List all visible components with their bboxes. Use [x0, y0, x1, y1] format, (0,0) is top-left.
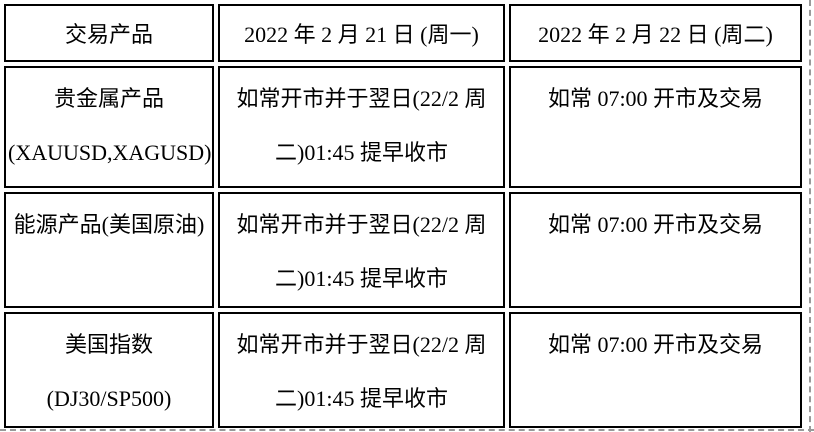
- table-row-energy: 能源产品(美国原油) 如常开市并于翌日(22/2 周 二)01:45 提早收市 …: [4, 192, 802, 308]
- header-cell-tuesday: 2022 年 2 月 22 日 (周二): [509, 4, 802, 62]
- cell-line: 美国指数: [64, 332, 153, 357]
- cell-monday-precious-metals: 如常开市并于翌日(22/2 周 二)01:45 提早收市: [218, 66, 505, 188]
- cell-tuesday-us-indices: 如常 07:00 开市及交易: [509, 312, 802, 428]
- text-boundary-right-dashed-line: [809, 0, 811, 432]
- header-cell-product: 交易产品: [4, 4, 214, 62]
- cell-line: 如常开市并于翌日(22/2 周: [236, 86, 487, 111]
- cell-line: 如常 07:00 开市及交易: [547, 86, 764, 111]
- cell-product-precious-metals: 贵金属产品 (XAUUSD,XAGUSD): [4, 66, 214, 188]
- cell-line: 二)01:45 提早收市: [275, 386, 448, 411]
- table-row-us-indices: 美国指数 (DJ30/SP500) 如常开市并于翌日(22/2 周 二)01:4…: [4, 312, 802, 428]
- cell-line: 二)01:45 提早收市: [275, 140, 448, 165]
- cell-line: 如常 07:00 开市及交易: [547, 212, 764, 237]
- cell-line: (DJ30/SP500): [46, 386, 172, 411]
- cell-tuesday-precious-metals: 如常 07:00 开市及交易: [509, 66, 802, 188]
- cell-line: 如常 07:00 开市及交易: [547, 332, 764, 357]
- cell-line: 贵金属产品: [53, 86, 164, 111]
- cell-line: 能源产品(美国原油): [13, 212, 205, 237]
- cell-tuesday-energy: 如常 07:00 开市及交易: [509, 192, 802, 308]
- header-cell-monday: 2022 年 2 月 21 日 (周一): [218, 4, 505, 62]
- cell-product-us-indices: 美国指数 (DJ30/SP500): [4, 312, 214, 428]
- table-header-row: 交易产品 2022 年 2 月 21 日 (周一) 2022 年 2 月 22 …: [4, 4, 802, 62]
- cell-line: 二)01:45 提早收市: [275, 266, 448, 291]
- cell-product-energy: 能源产品(美国原油): [4, 192, 214, 308]
- cell-monday-us-indices: 如常开市并于翌日(22/2 周 二)01:45 提早收市: [218, 312, 505, 428]
- text-boundary-bottom-dashed-line: [0, 429, 814, 431]
- table-row-precious-metals: 贵金属产品 (XAUUSD,XAGUSD) 如常开市并于翌日(22/2 周 二)…: [4, 66, 802, 188]
- cell-line: (XAUUSD,XAGUSD): [8, 140, 212, 165]
- cell-line: 如常开市并于翌日(22/2 周: [236, 212, 487, 237]
- cell-line: 如常开市并于翌日(22/2 周: [236, 332, 487, 357]
- cell-monday-energy: 如常开市并于翌日(22/2 周 二)01:45 提早收市: [218, 192, 505, 308]
